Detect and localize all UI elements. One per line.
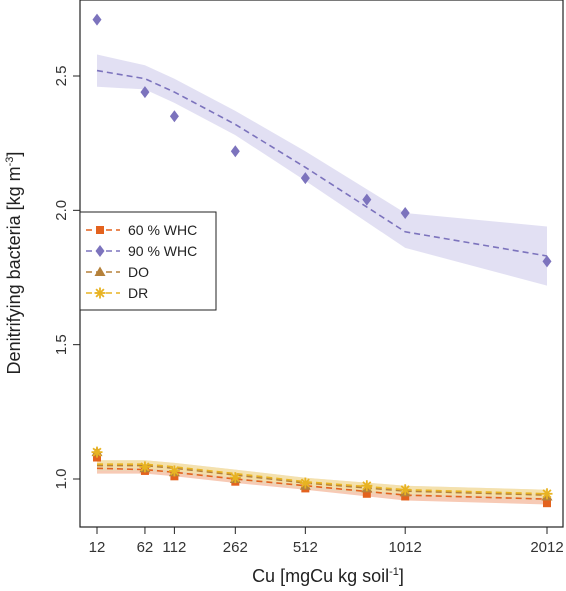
legend-label-2: DO	[128, 264, 149, 280]
y-tick-label-0: 1.0	[53, 469, 70, 490]
x-axis-title-end: ]	[399, 566, 404, 586]
point-0-5	[362, 489, 371, 498]
point-1-0	[92, 13, 102, 26]
point-0-6	[401, 492, 410, 501]
point-1-6	[400, 207, 410, 220]
band-1	[97, 54, 547, 286]
y-tick-label-1: 1.5	[53, 334, 70, 355]
legend-label-3: DR	[128, 285, 148, 301]
legend-marker-2	[94, 266, 106, 276]
point-3-7	[541, 488, 553, 500]
y-axis-title-end: ]	[4, 152, 24, 157]
legend-label-0: 60 % WHC	[128, 222, 197, 238]
x-axis: 12 62 112 262 512 1012 2012	[89, 527, 564, 556]
y-tick-label-3: 2.5	[53, 66, 70, 87]
band-3	[97, 460, 547, 498]
y-axis: 1.0 1.5 2.0 2.5	[53, 66, 80, 490]
legend-marker-1	[95, 245, 105, 257]
point-3-5	[361, 480, 373, 492]
legend-marker-0	[96, 226, 104, 234]
point-3-4	[299, 477, 311, 489]
point-3-3	[229, 472, 241, 484]
point-1-3	[230, 145, 240, 158]
x-axis-title-sup: -1	[389, 566, 399, 578]
x-tick-label-4: 512	[293, 539, 318, 556]
legend-marker-3	[94, 287, 106, 299]
y-tick-label-2: 2.0	[53, 200, 70, 221]
point-3-2	[168, 465, 180, 477]
y-axis-title-main: Denitrifying bacteria [kg m	[4, 166, 24, 374]
x-tick-label-2: 112	[162, 539, 186, 556]
point-0-7	[543, 499, 551, 508]
y-axis-title-sup: -3	[4, 157, 16, 167]
x-tick-label-3: 262	[223, 539, 248, 556]
point-3-0	[91, 446, 103, 458]
fit-lines	[96, 69, 548, 500]
point-1-1	[140, 86, 150, 99]
point-3-1	[139, 461, 151, 473]
legend: 60 % WHC 90 % WHC DO DR	[79, 211, 217, 311]
legend-label-1: 90 % WHC	[128, 243, 197, 259]
point-1-5	[362, 193, 372, 206]
y-axis-title: Denitrifying bacteria [kg m-3]	[4, 152, 24, 375]
point-1-7	[542, 255, 552, 268]
x-tick-label-5: 1012	[389, 539, 422, 556]
point-1-2	[169, 110, 179, 123]
x-tick-label-0: 12	[89, 539, 106, 556]
x-axis-title-main: Cu [mgCu kg soil	[252, 566, 389, 586]
data-points	[91, 13, 553, 508]
point-3-6	[399, 484, 411, 496]
x-tick-label-1: 62	[137, 539, 154, 556]
x-tick-label-6: 2012	[530, 539, 563, 556]
fit-line-1	[96, 69, 548, 257]
point-1-4	[300, 172, 310, 185]
x-axis-title: Cu [mgCu kg soil-1]	[252, 566, 404, 586]
